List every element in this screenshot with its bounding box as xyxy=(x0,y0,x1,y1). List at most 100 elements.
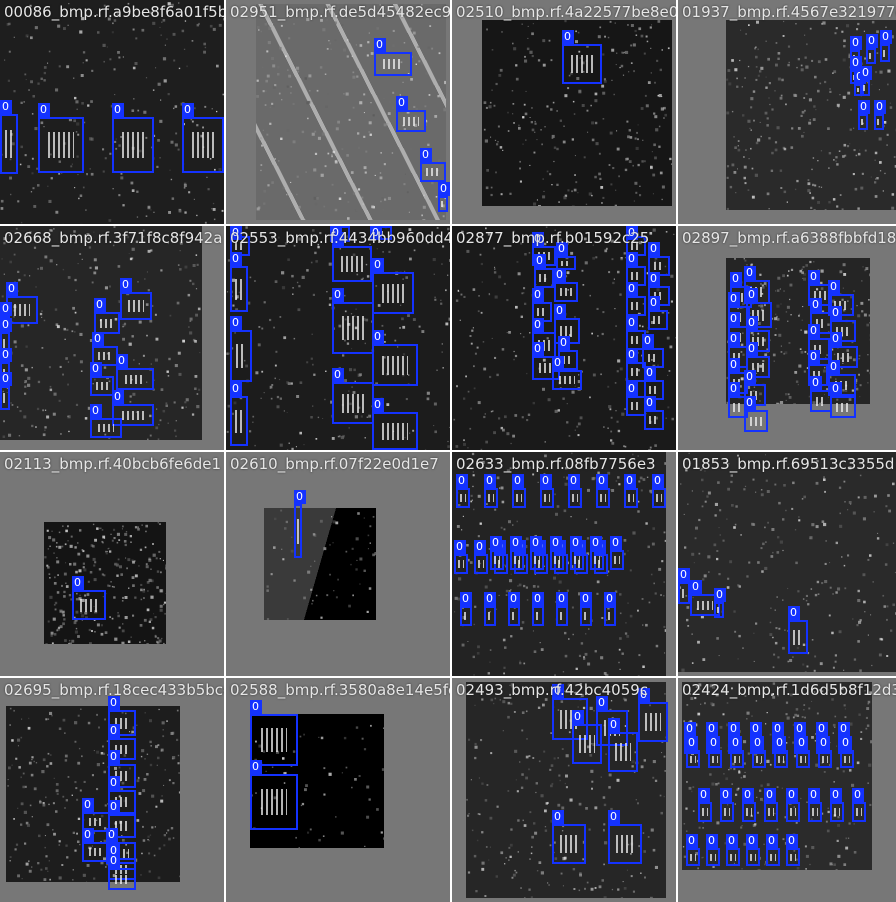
class-label: 0 xyxy=(728,312,740,326)
class-label: 0 xyxy=(644,366,656,380)
tile-filename: 02633_bmp.rf.08fb7756e3 xyxy=(456,455,656,473)
class-label: 0 xyxy=(556,592,568,606)
bounding-box xyxy=(396,110,426,132)
bounding-box xyxy=(230,330,252,382)
target-blob xyxy=(494,556,500,564)
class-label: 0 xyxy=(708,736,720,750)
bounding-box xyxy=(90,376,114,396)
class-label: 0 xyxy=(534,254,546,268)
class-label: 0 xyxy=(532,342,544,356)
bounding-box xyxy=(530,550,544,570)
bounding-box xyxy=(810,390,832,412)
bounding-box xyxy=(742,802,756,822)
target-blob xyxy=(654,262,665,270)
target-blob xyxy=(537,308,547,316)
bounding-box xyxy=(532,606,544,626)
target-blob xyxy=(649,416,659,424)
class-label: 0 xyxy=(72,576,84,590)
target-blob xyxy=(756,756,762,763)
class-label: 0 xyxy=(766,834,778,848)
bounding-box xyxy=(550,550,564,570)
bounding-box xyxy=(714,602,724,618)
class-label: 0 xyxy=(678,568,690,582)
target-blob xyxy=(793,630,803,645)
bounding-box xyxy=(460,606,472,626)
bounding-box xyxy=(552,824,586,864)
class-label: 0 xyxy=(460,592,472,606)
bounding-box xyxy=(250,774,298,830)
bounding-box xyxy=(372,272,414,314)
target-blob xyxy=(645,713,661,731)
bounding-box xyxy=(852,802,866,822)
class-label: 0 xyxy=(554,268,566,282)
bounding-box xyxy=(554,282,578,302)
class-label: 0 xyxy=(830,788,842,802)
class-label: 0 xyxy=(38,103,50,117)
class-label: 0 xyxy=(608,810,620,824)
target-blob xyxy=(342,316,365,340)
class-label: 0 xyxy=(396,96,408,110)
target-blob xyxy=(800,756,806,763)
bounding-box xyxy=(830,802,844,822)
target-blob xyxy=(441,201,445,207)
bounding-box xyxy=(570,550,584,570)
bounding-box xyxy=(508,606,520,626)
class-label: 0 xyxy=(230,382,242,396)
target-blob xyxy=(863,85,867,91)
target-blob xyxy=(648,354,659,362)
class-label: 0 xyxy=(530,536,542,550)
class-label: 0 xyxy=(866,34,878,48)
target-blob xyxy=(628,494,634,502)
class-label: 0 xyxy=(94,298,106,312)
class-label: 0 xyxy=(82,798,94,812)
class-label: 0 xyxy=(250,700,262,714)
target-blob xyxy=(98,352,111,360)
bounding-box xyxy=(698,802,712,822)
bounding-box xyxy=(72,590,106,620)
target-blob xyxy=(746,808,752,816)
target-blob xyxy=(616,835,634,853)
class-label: 0 xyxy=(788,606,800,620)
target-blob xyxy=(631,368,641,376)
class-label: 0 xyxy=(772,722,784,736)
target-blob xyxy=(812,808,818,816)
class-label: 0 xyxy=(648,272,660,286)
bounding-box xyxy=(580,606,592,626)
bounding-box xyxy=(706,848,720,866)
class-label: 0 xyxy=(830,382,842,396)
target-blob xyxy=(733,403,743,412)
target-blob xyxy=(235,279,243,300)
class-label: 0 xyxy=(532,592,544,606)
target-blob xyxy=(790,854,796,861)
bounding-box xyxy=(786,802,800,822)
bounding-box xyxy=(552,370,582,390)
tile-filename: 02668_bmp.rf.3f71f8c8f942a xyxy=(4,229,222,247)
bounding-box xyxy=(596,488,610,508)
bounding-box xyxy=(590,550,604,570)
class-label: 0 xyxy=(626,282,638,296)
target-blob xyxy=(614,556,620,564)
bounding-box xyxy=(540,488,554,508)
target-blob xyxy=(382,356,407,375)
target-blob xyxy=(192,132,215,158)
target-blob xyxy=(563,356,573,364)
target-blob xyxy=(600,494,606,502)
class-label: 0 xyxy=(610,536,622,550)
bounding-box xyxy=(120,292,152,320)
class-label: 0 xyxy=(764,788,776,802)
target-blob xyxy=(560,288,572,296)
class-label: 0 xyxy=(690,580,702,594)
target-blob xyxy=(80,599,98,612)
target-blob xyxy=(559,376,575,384)
class-label: 0 xyxy=(294,490,306,504)
class-label: 0 xyxy=(838,722,850,736)
target-blob xyxy=(48,132,73,158)
target-blob xyxy=(128,300,145,312)
tile-filename: 02610_bmp.rf.07f22e0d1e7 xyxy=(230,455,439,473)
class-label: 0 xyxy=(728,332,740,346)
class-label: 0 xyxy=(830,306,842,320)
class-label: 0 xyxy=(484,592,496,606)
class-label: 0 xyxy=(626,316,638,330)
